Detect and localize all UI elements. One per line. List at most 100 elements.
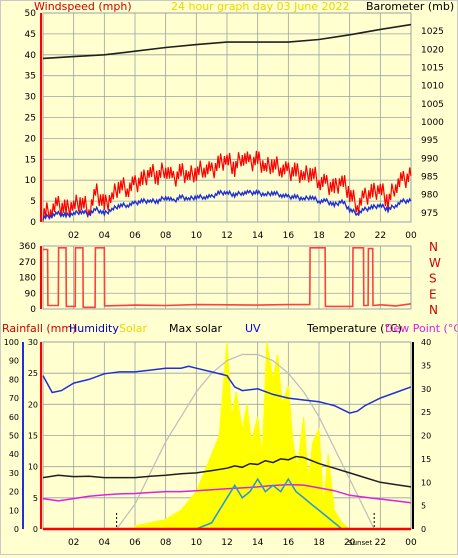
barometer-tick-label: 975	[421, 209, 438, 219]
temperature-tick-label: 25	[421, 408, 431, 417]
rainfall-tick-label: 15	[28, 432, 38, 441]
temperature-legend: Temperature (°C)	[306, 322, 402, 335]
compass-label: S	[429, 272, 437, 286]
windspeed-tick-label: 10	[25, 176, 37, 186]
max-solar-curve	[116, 353, 375, 530]
x-tick-label: 12	[221, 231, 232, 241]
temperature-tick-label: 30	[421, 385, 431, 394]
direction-tick-label: 0	[30, 305, 36, 315]
windspeed-tick-label: 35	[25, 72, 36, 82]
temperature-line	[42, 455, 412, 488]
x-tick-label: 22	[375, 538, 386, 548]
humidity-tick-label: 20	[9, 488, 19, 497]
rainfall-tick-label: 5	[33, 494, 38, 503]
windspeed-tick-label: 20	[25, 134, 37, 144]
x-tick-label: 16	[283, 231, 295, 241]
x-tick-label: 08	[160, 538, 172, 548]
windspeed-tick-label: 50	[25, 9, 37, 19]
solar-area	[134, 341, 352, 530]
direction-tick-label: 360	[19, 242, 36, 252]
x-tick-label: 10	[191, 231, 203, 241]
x-tick-label: 18	[313, 231, 325, 241]
barometer-tick-label: 980	[421, 191, 438, 201]
windspeed-tick-label: 45	[25, 30, 36, 40]
windspeed-gust-line	[42, 150, 412, 223]
humidity-tick-label: 0	[14, 525, 19, 534]
x-tick-label: 06	[129, 538, 141, 548]
rainfall-tick-label: 25	[28, 369, 38, 378]
humidity-tick-label: 70	[9, 394, 19, 403]
direction-tick-label: 180	[19, 274, 36, 284]
windspeed-tick-label: 30	[25, 93, 37, 103]
x-tick-label: 22	[375, 231, 386, 241]
direction-tick-label: 90	[25, 289, 37, 299]
x-tick-label: 12	[221, 538, 232, 548]
compass-label: E	[429, 287, 437, 301]
x-tick-label: 02	[68, 538, 79, 548]
barometer-axis-label: Barometer (mb)	[366, 1, 454, 13]
barometer-tick-label: 1005	[421, 100, 444, 110]
x-tick-label: 20	[344, 538, 356, 548]
rainfall-tick-label: 10	[28, 463, 38, 472]
x-tick-label: 06	[129, 231, 141, 241]
windspeed-tick-label: 5	[30, 197, 36, 207]
uv-line	[196, 477, 343, 530]
windspeed-tick-label: 15	[25, 155, 36, 165]
temperature-tick-label: 0	[421, 525, 426, 534]
barometer-tick-label: 1000	[421, 118, 444, 128]
rainfall-tick-label: 0	[33, 525, 38, 534]
humidity-legend: Humidity	[69, 322, 119, 335]
temperature-tick-label: 35	[421, 361, 431, 370]
humidity-tick-label: 90	[9, 357, 19, 366]
rainfall-tick-label: 20	[28, 400, 38, 409]
humidity-tick-label: 30	[9, 469, 19, 478]
temperature-tick-label: 20	[421, 432, 431, 441]
direction-tick-label: 270	[19, 258, 36, 268]
humidity-tick-label: 100	[4, 338, 19, 347]
compass-label: N	[429, 240, 438, 254]
wind-direction-line	[43, 247, 412, 309]
barometer-tick-label: 1010	[421, 82, 444, 92]
windspeed-average-line	[42, 188, 412, 221]
compass-label: W	[429, 256, 441, 270]
uv-legend: UV	[245, 322, 261, 335]
x-tick-label: 14	[252, 231, 264, 241]
barometer-tick-label: 995	[421, 136, 438, 146]
windspeed-tick-label: 0	[30, 218, 36, 228]
humidity-tick-label: 50	[9, 432, 19, 441]
barometer-tick-label: 1015	[421, 64, 444, 74]
x-tick-label: 04	[99, 538, 111, 548]
x-tick-label: 18	[313, 538, 325, 548]
x-tick-label: 10	[191, 538, 203, 548]
barometer-tick-label: 990	[421, 154, 438, 164]
temperature-tick-label: 5	[421, 502, 426, 511]
x-tick-label: 14	[252, 538, 264, 548]
rainfall-tick-label: 30	[28, 338, 38, 347]
sunset-label: Sunset	[348, 539, 372, 547]
windspeed-tick-label: 25	[25, 114, 36, 124]
rainfall-legend: Rainfall (mm)	[2, 322, 76, 335]
x-tick-label: 16	[283, 538, 295, 548]
x-tick-label: 02	[68, 231, 79, 241]
x-tick-label: 00	[405, 538, 417, 548]
barometer-tick-label: 1020	[421, 45, 444, 55]
humidity-tick-label: 80	[9, 375, 19, 384]
humidity-line	[42, 365, 412, 414]
barometer-tick-label: 985	[421, 173, 438, 183]
temperature-tick-label: 15	[421, 455, 431, 464]
max-solar-legend: Max solar	[169, 322, 222, 335]
humidity-tick-label: 60	[9, 413, 19, 422]
temperature-tick-label: 40	[421, 338, 431, 347]
x-tick-label: 20	[344, 231, 356, 241]
barometer-tick-label: 1025	[421, 27, 444, 37]
windspeed-tick-label: 40	[25, 51, 37, 61]
dew-point-legend: Dew Point (°C)	[385, 322, 457, 335]
windspeed-axis-label: Windspeed (mph)	[34, 1, 132, 13]
temperature-tick-label: 10	[421, 478, 431, 487]
barometer-line	[42, 23, 412, 60]
x-tick-label: 08	[160, 231, 172, 241]
x-tick-label: 00	[405, 231, 417, 241]
dew-point-line	[42, 483, 412, 504]
